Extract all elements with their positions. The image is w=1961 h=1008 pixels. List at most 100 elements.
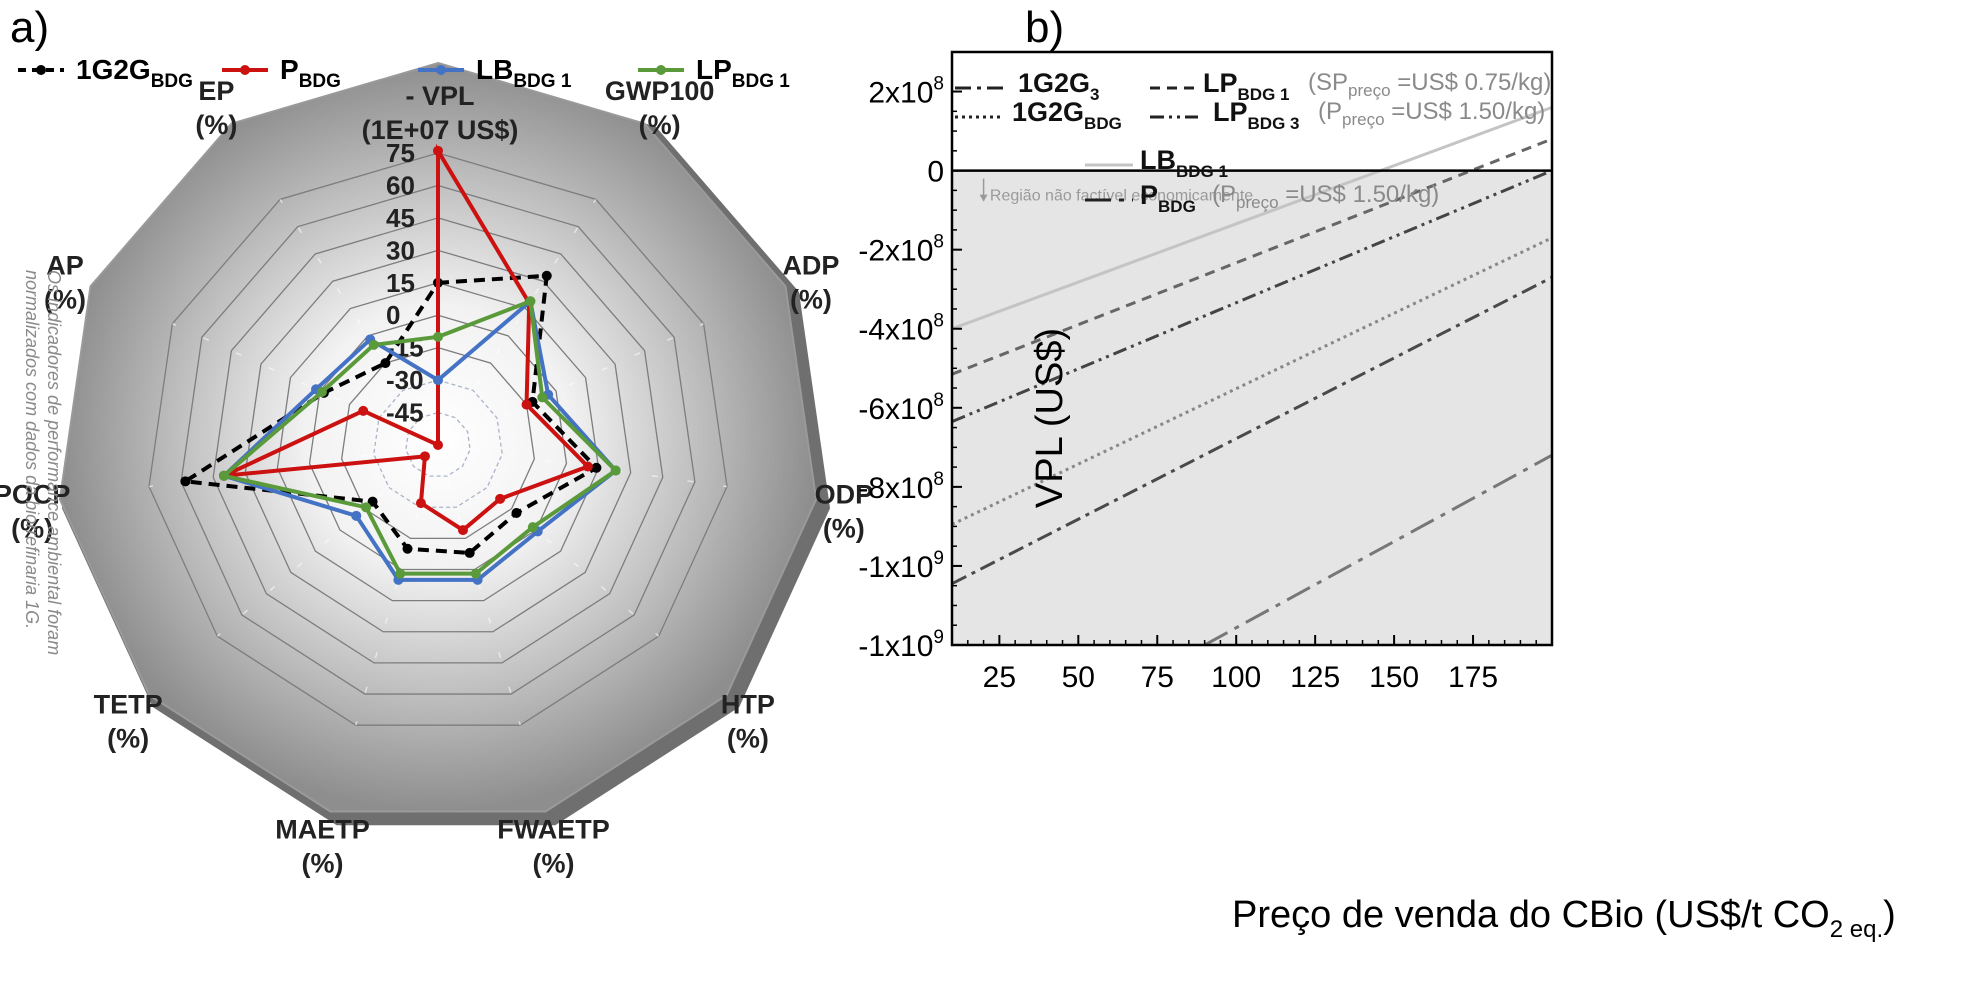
radar-data-point <box>395 568 406 579</box>
legend-entry-main: LB <box>476 54 513 85</box>
radar-legend: 1G2GBDG PBDG LBBDG 1 LPBDG 1 <box>18 54 790 92</box>
radar-data-point <box>521 399 532 410</box>
radar-ring <box>308 314 568 571</box>
infeasible-region-label: Região não factível economicamente <box>990 188 1253 205</box>
radar-data-point <box>367 496 378 507</box>
axis-label-htp: HTP (%) <box>721 689 775 753</box>
infeasible-region-fill <box>952 170 1552 645</box>
radar-ring <box>148 152 728 726</box>
radar-ring <box>212 217 664 664</box>
axis-label-tetp: TETP (%) <box>94 689 163 753</box>
radar-data-point <box>433 331 443 342</box>
axis-label-maetp: MAETP (%) <box>275 814 370 878</box>
series-line-lp-bdg1 <box>951 137 1553 376</box>
radar-ring <box>244 249 632 633</box>
radar-data-point <box>402 543 413 554</box>
radial-tick-label: 75 <box>386 138 415 168</box>
radar-spoke <box>437 444 728 488</box>
axis-label-pocp: POCP (%) <box>0 479 70 543</box>
radar-data-point <box>180 476 191 487</box>
radar-series-lp <box>218 296 621 579</box>
radar-data-point <box>464 547 475 558</box>
line-legend-note: (Ppreço =US$ 1.50/kg) <box>1318 98 1545 129</box>
legend-entry: LPBDG 1 <box>696 54 790 92</box>
radar-spoke <box>279 198 439 446</box>
axis-label-gwp100: GWP100 (%) <box>605 76 715 140</box>
side-note-line-1: Os indicadores de performance ambiental … <box>44 270 64 655</box>
axis-label-vpl: - VPL (1E+07 US$) <box>362 81 519 145</box>
radar-data-point <box>591 462 602 473</box>
x-tick-label: 175 <box>1448 661 1498 694</box>
panel-a-label: a) <box>10 3 49 52</box>
x-tick-label: 150 <box>1369 661 1419 694</box>
radar-ring <box>405 411 471 477</box>
series-line-lb-bdg1 <box>951 105 1553 331</box>
x-tick-label: 100 <box>1211 661 1261 694</box>
legend-marker <box>36 65 46 75</box>
y-tick-label: -4x108 <box>858 311 944 347</box>
radar-data-point <box>525 296 536 307</box>
legend-entry: LBBDG 1 <box>476 54 572 92</box>
radar-ring <box>180 184 696 695</box>
legend-entry-sub: BDG <box>299 71 341 92</box>
radar-spoke <box>172 323 439 446</box>
x-tick-label: 50 <box>1062 661 1095 694</box>
radar-data-point <box>610 465 621 476</box>
legend-entry-sub: BDG 1 <box>513 71 572 92</box>
line-series <box>951 105 1553 647</box>
line-legend-note: (SPpreço =US$ 0.75/kg) <box>1308 69 1551 100</box>
legend-marker <box>656 65 666 75</box>
radar-ring <box>340 346 536 540</box>
radar-series-line <box>220 297 619 582</box>
radar-data-point <box>358 405 369 416</box>
series-line-1g2g-bdg <box>951 236 1553 526</box>
legend-entry: 1G2GBDG <box>76 54 193 92</box>
legend-entry: PBDG <box>280 54 341 92</box>
y-tick-label: -8x108 <box>858 469 944 505</box>
side-note-line-2: normalizados com dados da biorrefinaria … <box>22 270 42 629</box>
line-legend-label: LPBDG 3 <box>1213 97 1299 133</box>
axis-label-odp: ODP (%) <box>815 479 874 543</box>
radar-spoke <box>437 444 660 637</box>
radar-data-point <box>415 498 426 509</box>
radar-data-point <box>582 461 593 472</box>
radar-data-point <box>541 270 552 281</box>
radar-data-point <box>433 375 443 386</box>
radar-data-point <box>316 386 327 397</box>
x-tick-label: 125 <box>1290 661 1340 694</box>
radar-series-line <box>223 143 592 533</box>
radar-data-point <box>433 440 443 450</box>
radar-spoke <box>216 444 439 637</box>
radar-data-point <box>351 510 362 521</box>
legend-entry-sub: BDG <box>151 71 193 92</box>
radar-ring <box>276 282 600 602</box>
x-tick-label: 75 <box>1141 661 1174 694</box>
radar-series-line <box>179 273 600 555</box>
y-tick-label: 2x108 <box>868 74 944 110</box>
line-legend-label: 1G2GBDG <box>1012 97 1122 133</box>
panel-b-label: b) <box>1025 3 1064 52</box>
radar-spoke <box>437 198 597 446</box>
radar-data-point <box>218 470 229 481</box>
radar-spoke <box>437 444 521 726</box>
line-legend-label: LPBDG 1 <box>1203 68 1289 104</box>
radial-tick-label: 45 <box>386 203 415 233</box>
side-note: Os indicadores de performance ambiental … <box>22 270 64 660</box>
radar-grid <box>148 152 728 726</box>
x-axis-label: Preço de venda do CBio (US$/t CO2 eq.) <box>1232 894 1896 943</box>
line-legend-label: PBDG <box>1140 180 1196 216</box>
line-legend-label: LBBDG 1 <box>1140 145 1228 181</box>
radar-data-point <box>511 507 522 518</box>
series-line-p-bdg <box>1203 453 1553 647</box>
axis-label-ep: EP (%) <box>195 76 237 140</box>
radar-background <box>58 61 831 826</box>
radar-data-point <box>433 145 443 156</box>
axis-label-ap: AP (%) <box>44 251 86 315</box>
radar-data-point <box>419 451 430 462</box>
legend-entry-main: 1G2G <box>76 54 151 85</box>
radar-data-point <box>457 525 468 536</box>
radial-tick-label: -30 <box>386 365 424 395</box>
radial-tick-label: 0 <box>386 300 400 330</box>
line-legend-label: 1G2G3 <box>1018 68 1100 104</box>
